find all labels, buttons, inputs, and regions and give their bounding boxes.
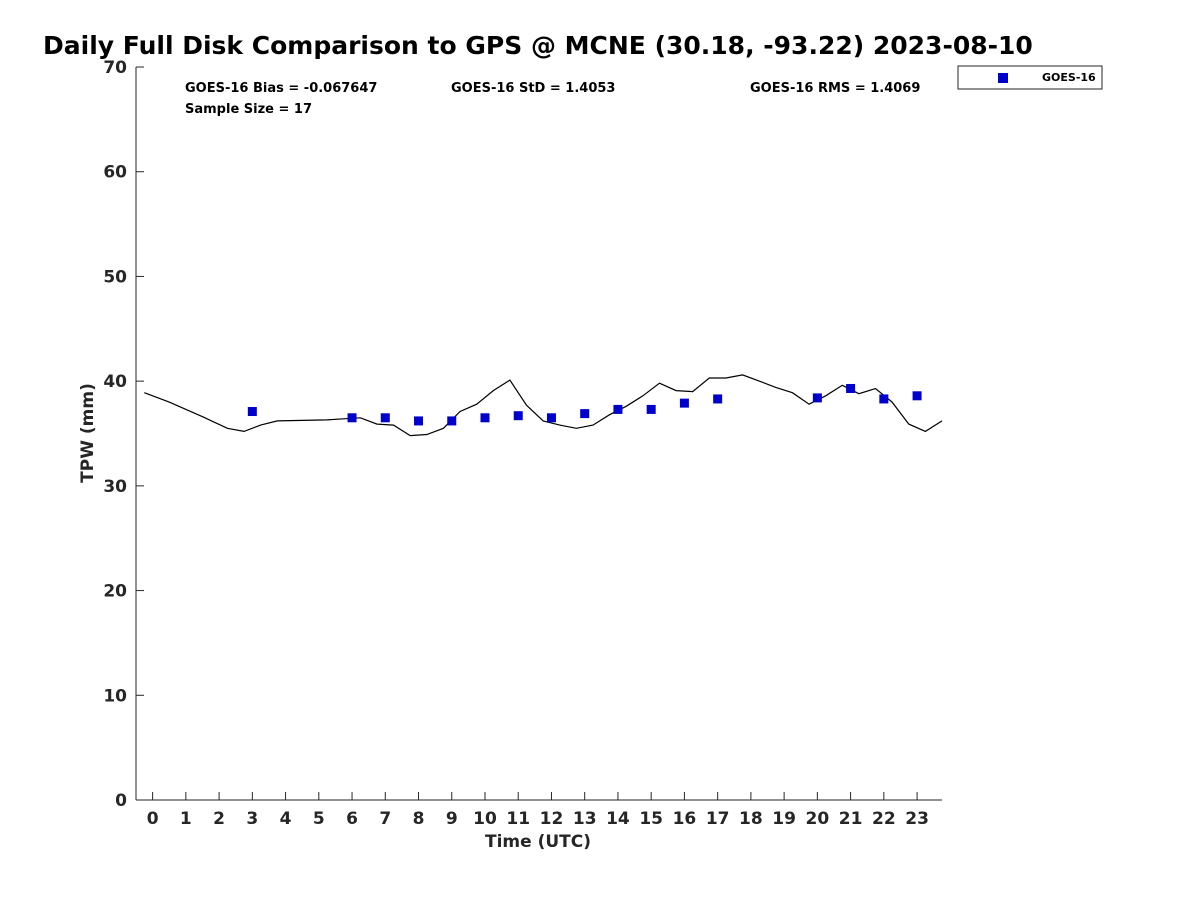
goes16-marker-series: [247, 383, 922, 426]
x-tick-label: 6: [346, 809, 358, 829]
x-tick-label: 13: [573, 809, 597, 829]
y-tick-label: 30: [103, 477, 127, 497]
x-tick-label: 8: [413, 809, 425, 829]
x-tick-label: 22: [872, 809, 896, 829]
x-tick-label: 12: [540, 809, 564, 829]
x-tick-label: 5: [313, 809, 325, 829]
x-tick-label: 4: [280, 809, 292, 829]
x-tick-label: 2: [213, 809, 225, 829]
x-tick-label: 18: [739, 809, 763, 829]
x-tick-label: 15: [639, 809, 663, 829]
goes16-point: [480, 413, 490, 423]
x-tick-label: 11: [506, 809, 530, 829]
x-tick-label: 7: [379, 809, 391, 829]
gps-line: [144, 374, 943, 437]
x-axis-label: Time (UTC): [485, 832, 591, 852]
stat-sample-size: Sample Size = 17: [185, 102, 312, 117]
stat-rms: GOES-16 RMS = 1.4069: [750, 81, 920, 96]
x-tick-label: 14: [606, 809, 630, 829]
goes16-point: [713, 394, 723, 404]
legend-marker-square: [998, 73, 1008, 83]
goes16-point: [846, 383, 856, 393]
x-tick-label: 3: [246, 809, 258, 829]
goes16-point: [546, 413, 556, 423]
goes16-point: [513, 411, 523, 421]
goes16-point: [247, 407, 257, 417]
x-ticks: 0 1 2 3 4 5 6 7 8 9 10 11 12 13 14 15 16 17 18 19 20 21 22 23: [147, 792, 929, 829]
legend-label-goes16: GOES-16: [1042, 71, 1096, 84]
goes16-point: [879, 394, 889, 404]
goes16-point: [812, 393, 822, 403]
x-tick-label: 1: [180, 809, 192, 829]
x-tick-label: 20: [806, 809, 830, 829]
gps-line-series: [144, 374, 943, 437]
goes16-point: [613, 404, 623, 414]
y-tick-label: 60: [103, 163, 127, 183]
y-tick-label: 20: [103, 582, 127, 602]
legend: GOES-16: [957, 65, 1103, 90]
legend-box: [957, 65, 1103, 90]
x-tick-label: 17: [706, 809, 730, 829]
x-tick-label: 9: [446, 809, 458, 829]
x-tick-label: 21: [839, 809, 863, 829]
goes16-point: [679, 398, 689, 408]
goes16-point: [646, 404, 656, 414]
y-axis-label: TPW (mm): [78, 383, 98, 483]
y-tick-label: 40: [103, 372, 127, 392]
y-tick-label: 10: [103, 686, 127, 706]
x-tick-label: 0: [147, 809, 159, 829]
y-ticks: 0 10 20 30 40 50 60 70: [103, 58, 144, 811]
x-tick-label: 19: [772, 809, 796, 829]
x-tick-label: 10: [473, 809, 497, 829]
goes16-point: [447, 416, 457, 426]
goes16-point: [380, 413, 390, 423]
goes16-point: [347, 413, 357, 423]
x-tick-label: 23: [905, 809, 929, 829]
y-tick-label: 70: [103, 58, 127, 78]
y-tick-label: 0: [115, 791, 127, 811]
stat-std: GOES-16 StD = 1.4053: [451, 81, 615, 96]
stat-bias: GOES-16 Bias = -0.067647: [185, 81, 377, 96]
plot-axes: [135, 67, 942, 801]
goes16-point: [912, 391, 922, 401]
x-tick-label: 16: [673, 809, 697, 829]
goes16-point: [580, 409, 590, 419]
chart-title: Daily Full Disk Comparison to GPS @ MCNE…: [43, 31, 1033, 60]
y-tick-label: 50: [103, 267, 127, 287]
goes16-point: [414, 416, 424, 426]
